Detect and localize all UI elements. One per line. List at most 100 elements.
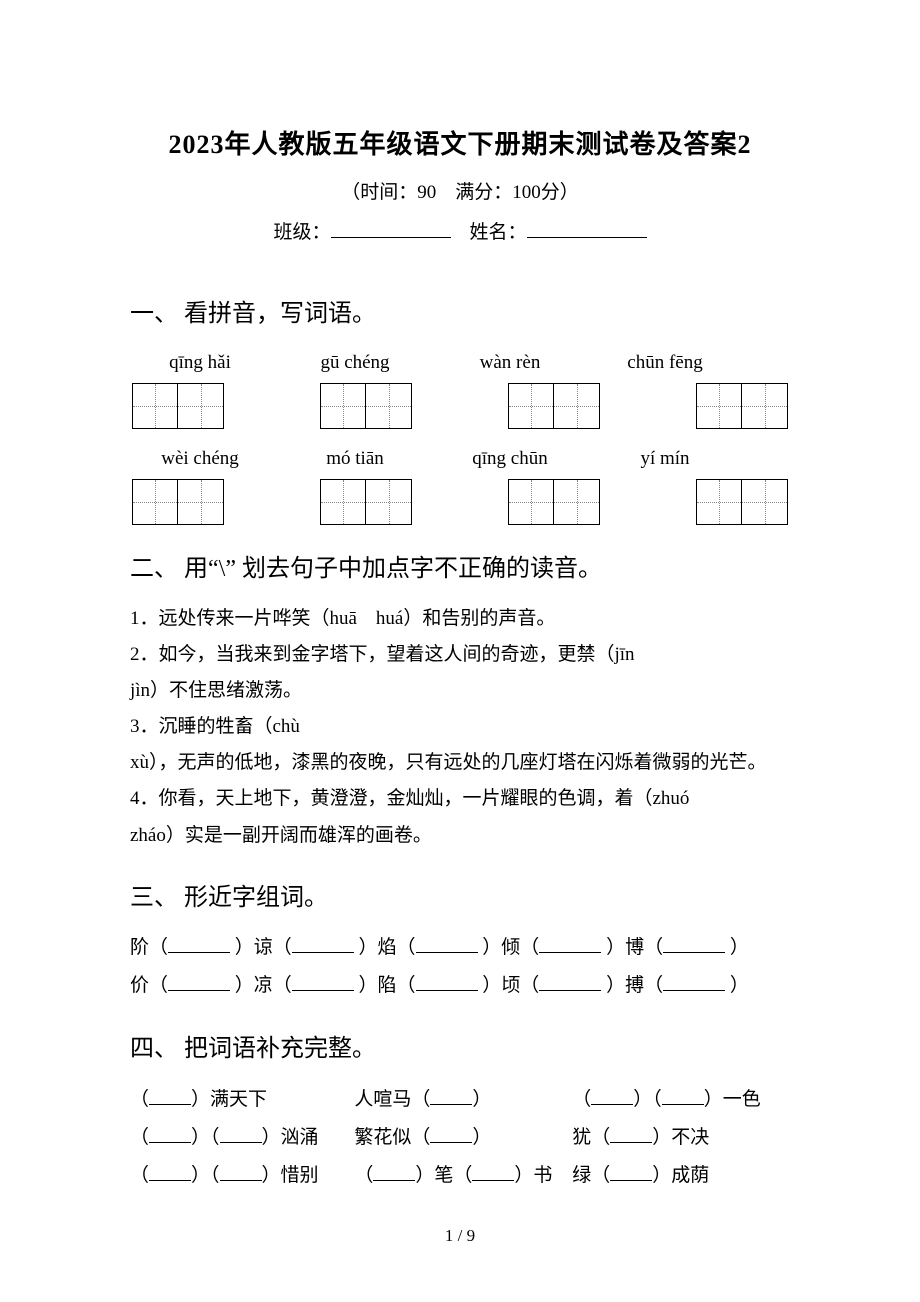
blank[interactable] bbox=[149, 1104, 191, 1105]
pinyin-4: chūn fēng bbox=[615, 345, 715, 381]
char-boxes[interactable] bbox=[320, 479, 412, 525]
s3-t: ）焰（ bbox=[359, 937, 416, 958]
blank[interactable] bbox=[149, 1180, 191, 1181]
section-2-heading: 二、 用“\” 划去句子中加点字不正确的读音。 bbox=[130, 547, 790, 593]
blank[interactable] bbox=[430, 1142, 472, 1143]
s4-t: ）成荫 bbox=[652, 1165, 709, 1186]
s4-t: ）满天下 bbox=[191, 1089, 267, 1110]
page-sep: / bbox=[453, 1226, 466, 1245]
s3-line-2: 价（ ）凉（ ）陷（ ）顷（ ）搏（ ） bbox=[130, 967, 790, 1005]
blank[interactable] bbox=[539, 990, 601, 991]
s2-line-7: zháo）实是一副开阔而雄浑的画卷。 bbox=[130, 818, 790, 854]
s4-row-2: （）（）汹涌 繁花似（） 犹（）不决 bbox=[130, 1119, 790, 1157]
s2-line-1: 1．远处传来一片哗笑（huā huá）和告别的声音。 bbox=[130, 601, 790, 637]
blank[interactable] bbox=[663, 952, 725, 953]
s4-t: （ bbox=[130, 1127, 149, 1148]
blank[interactable] bbox=[373, 1180, 415, 1181]
blank[interactable] bbox=[663, 990, 725, 991]
s4-row-1: （）满天下 人喧马（） （）（）一色 bbox=[130, 1081, 790, 1119]
s4-t: ） bbox=[472, 1127, 491, 1148]
pinyin-1: qīng hǎi bbox=[150, 345, 250, 381]
s4-t: （ bbox=[130, 1165, 149, 1186]
s3-t: ）陷（ bbox=[359, 975, 416, 996]
name-label: 姓名： bbox=[470, 222, 527, 243]
blank[interactable] bbox=[416, 952, 478, 953]
blank[interactable] bbox=[292, 990, 354, 991]
name-blank[interactable] bbox=[527, 237, 647, 238]
blank[interactable] bbox=[472, 1180, 514, 1181]
blank[interactable] bbox=[220, 1180, 262, 1181]
s3-t: ）顷（ bbox=[482, 975, 539, 996]
blank[interactable] bbox=[416, 990, 478, 991]
class-blank[interactable] bbox=[331, 237, 451, 238]
blank[interactable] bbox=[610, 1180, 652, 1181]
blank[interactable] bbox=[220, 1142, 262, 1143]
s3-t: ）搏（ bbox=[606, 975, 663, 996]
s3-t: ）谅（ bbox=[235, 937, 292, 958]
blank[interactable] bbox=[149, 1142, 191, 1143]
section-4-heading: 四、 把词语补充完整。 bbox=[130, 1027, 790, 1073]
pinyin-row-2: wèi chéng mó tiān qīng chūn yí mín bbox=[130, 441, 790, 477]
s3-t: ） bbox=[730, 937, 749, 958]
pinyin-row-1: qīng hǎi gū chéng wàn rèn chūn fēng bbox=[130, 345, 790, 381]
blank[interactable] bbox=[610, 1142, 652, 1143]
doc-subtitle: （时间：90 满分：100分） bbox=[130, 175, 790, 211]
s2-line-5: xù），无声的低地，漆黑的夜晚，只有远处的几座灯塔在闪烁着微弱的光芒。 bbox=[130, 745, 790, 781]
blank[interactable] bbox=[168, 952, 230, 953]
s4-t: ）书 bbox=[514, 1165, 552, 1186]
s2-line-3: jìn）不住思绪激荡。 bbox=[130, 673, 790, 709]
s4-t: ）不决 bbox=[652, 1127, 709, 1148]
char-boxes[interactable] bbox=[696, 479, 788, 525]
s4-t: 绿（ bbox=[572, 1165, 610, 1186]
char-boxes[interactable] bbox=[132, 383, 224, 429]
s2-line-4: 3．沉睡的牲畜（chù bbox=[130, 709, 790, 745]
char-boxes[interactable] bbox=[508, 383, 600, 429]
section-1-heading: 一、 看拼音，写词语。 bbox=[130, 292, 790, 338]
s3-t: ） bbox=[730, 975, 749, 996]
pinyin-5: wèi chéng bbox=[150, 441, 250, 477]
s4-t: （ bbox=[130, 1089, 149, 1110]
page: 2023年人教版五年级语文下册期末测试卷及答案2 （时间：90 满分：100分）… bbox=[0, 0, 920, 1302]
s4-t: ） bbox=[472, 1089, 491, 1110]
blank[interactable] bbox=[168, 990, 230, 991]
pinyin-8: yí mín bbox=[615, 441, 715, 477]
section-3-heading: 三、 形近字组词。 bbox=[130, 876, 790, 922]
blank[interactable] bbox=[539, 952, 601, 953]
s4-t: （ bbox=[354, 1165, 373, 1186]
blank[interactable] bbox=[662, 1104, 704, 1105]
s4-t: 人喧马（ bbox=[354, 1089, 430, 1110]
pinyin-2: gū chéng bbox=[305, 345, 405, 381]
s4-row-3: （ ）（ ）惜别 （ ）笔（ ）书 绿（ ）成荫 bbox=[130, 1157, 790, 1195]
s4-t: ）（ bbox=[191, 1165, 220, 1186]
s4-t: ）（ bbox=[191, 1127, 220, 1148]
pinyin-7: qīng chūn bbox=[460, 441, 560, 477]
char-boxes[interactable] bbox=[696, 383, 788, 429]
s2-line-6: 4．你看，天上地下，黄澄澄，金灿灿，一片耀眼的色调，着（zhuó bbox=[130, 781, 790, 817]
s4-t: ）笔（ bbox=[415, 1165, 472, 1186]
s3-t: ）博（ bbox=[606, 937, 663, 958]
s4-t: 繁花似（ bbox=[354, 1127, 430, 1148]
meta-row: 班级： 姓名： bbox=[130, 215, 790, 251]
page-footer: 1 / 9 bbox=[0, 1220, 920, 1252]
s3-t: 价（ bbox=[130, 975, 168, 996]
s4-t: ）惜别 bbox=[262, 1165, 319, 1186]
char-boxes[interactable] bbox=[320, 383, 412, 429]
boxes-row-2 bbox=[130, 479, 790, 525]
doc-title: 2023年人教版五年级语文下册期末测试卷及答案2 bbox=[130, 120, 790, 169]
char-boxes[interactable] bbox=[508, 479, 600, 525]
s4-t: ）一色 bbox=[704, 1089, 761, 1110]
char-boxes[interactable] bbox=[132, 479, 224, 525]
s3-t: ）凉（ bbox=[235, 975, 292, 996]
s3-line-1: 阶（ ）谅（ ）焰（ ）倾（ ）博（ ） bbox=[130, 929, 790, 967]
page-total: 9 bbox=[467, 1226, 476, 1245]
boxes-row-1 bbox=[130, 383, 790, 429]
blank[interactable] bbox=[591, 1104, 633, 1105]
s3-t: ）倾（ bbox=[482, 937, 539, 958]
s3-t: 阶（ bbox=[130, 937, 168, 958]
s2-line-2: 2．如今，当我来到金字塔下，望着这人间的奇迹，更禁（jīn bbox=[130, 637, 790, 673]
blank[interactable] bbox=[430, 1104, 472, 1105]
s4-t: ）汹涌 bbox=[262, 1127, 319, 1148]
s4-t: ）（ bbox=[633, 1089, 662, 1110]
blank[interactable] bbox=[292, 952, 354, 953]
pinyin-3: wàn rèn bbox=[460, 345, 560, 381]
